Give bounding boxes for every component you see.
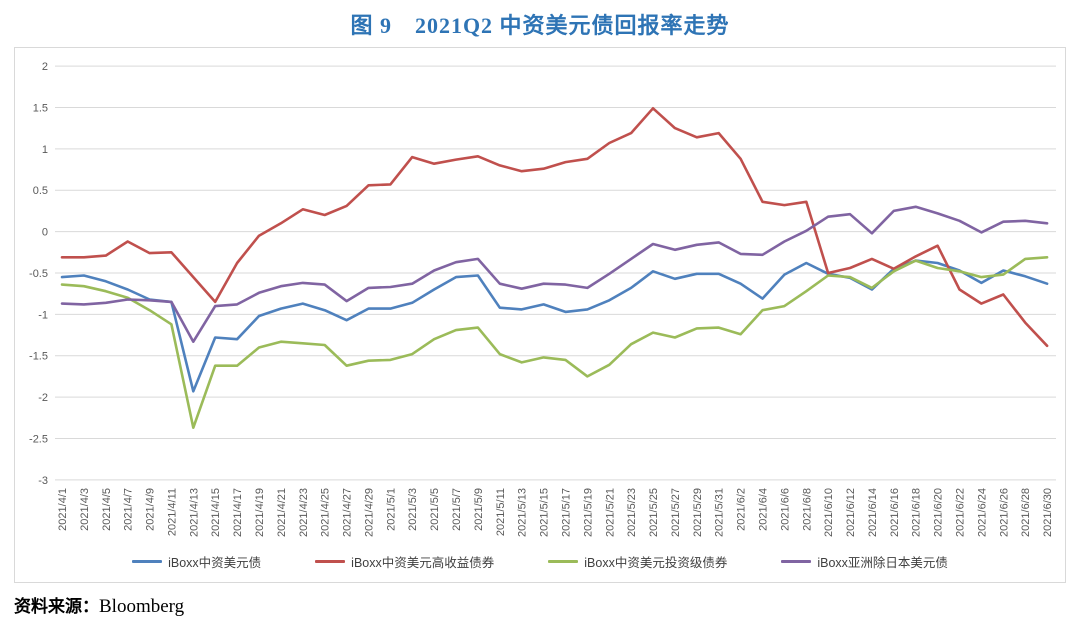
source-value: Bloomberg [99, 596, 185, 617]
x-tick-label: 2021/5/1 [385, 488, 397, 531]
x-tick-label: 2021/6/26 [998, 488, 1010, 537]
x-tick-label: 2021/5/31 [714, 488, 726, 537]
x-tick-label: 2021/6/24 [976, 488, 988, 537]
legend-line-marker-green [548, 560, 579, 563]
chart-area: 2 1.5 1 0.5 0 -0.5 -1 -1.5 -2 -2.5 -3 2021/4/1 2021/… [14, 47, 1066, 583]
y-tick-label: -3 [38, 475, 48, 487]
x-tick-label: 2021/5/9 [473, 488, 485, 531]
series-line-iBoxx中资美元高收益债券 [60, 106, 1049, 348]
x-tick-label: 2021/6/20 [933, 488, 945, 537]
x-tick-label: 2021/4/9 [145, 488, 157, 531]
x-tick-label: 2021/6/2 [736, 488, 748, 531]
y-tick-label: -2.5 [29, 434, 48, 446]
x-tick-label: 2021/6/14 [867, 488, 879, 537]
line-chart-canvas: 2 1.5 1 0.5 0 -0.5 -1 -1.5 -2 -2.5 -3 2021/4/1 2021/… [29, 61, 1056, 537]
x-tick-label: 2021/4/25 [320, 488, 332, 537]
source-line: 资料来源： Bloomberg [14, 592, 184, 622]
x-tick-label: 2021/5/27 [670, 488, 682, 537]
y-tick-label: 0.5 [33, 185, 48, 197]
legend-line-marker-blue [132, 560, 163, 563]
x-tick-label: 2021/6/4 [757, 488, 769, 531]
x-tick-label: 2021/6/28 [1020, 488, 1032, 537]
legend-item-asia-ex-japan: iBoxx亚洲除日本美元债 [781, 552, 948, 571]
x-tick-label: 2021/5/7 [451, 488, 463, 531]
x-tick-label: 2021/4/23 [298, 488, 310, 537]
figure-title: 图 9 2021Q2 中资美元债回报率走势 [350, 13, 730, 38]
legend-label: iBoxx亚洲除日本美元债 [817, 556, 948, 570]
series-line-iBoxx亚洲除日本美元债 [60, 205, 1049, 344]
x-tick-label: 2021/6/30 [1042, 488, 1054, 537]
source-label: 资料来源： [14, 597, 99, 616]
y-tick-label: -2 [38, 392, 48, 404]
x-tick-label: 2021/5/23 [626, 488, 638, 537]
x-tick-label: 2021/6/12 [845, 488, 857, 537]
x-tick-label: 2021/4/13 [188, 488, 200, 537]
y-tick-label: 1.5 [33, 102, 48, 114]
x-tick-label: 2021/5/17 [560, 488, 572, 537]
x-tick-label: 2021/6/10 [823, 488, 835, 537]
x-tick-label: 2021/5/25 [648, 488, 660, 537]
x-tick-label: 2021/4/11 [166, 488, 178, 536]
x-tick-label: 2021/4/21 [276, 488, 288, 537]
x-tick-label: 2021/5/21 [604, 488, 616, 537]
x-tick-label: 2021/6/22 [954, 488, 966, 537]
x-tick-label: 2021/4/29 [363, 488, 375, 537]
x-tick-label: 2021/5/29 [692, 488, 704, 537]
legend-label: iBoxx中资美元投资级债券 [584, 556, 728, 570]
legend-item-iboxx-cny-usd-bond: iBoxx中资美元债 [132, 552, 261, 571]
legend-label: iBoxx中资美元高收益债券 [351, 556, 495, 570]
x-tick-label: 2021/4/27 [342, 488, 354, 537]
y-tick-label: -1.5 [29, 351, 48, 363]
x-tick-label: 2021/5/13 [517, 488, 529, 537]
legend-label: iBoxx中资美元债 [168, 556, 262, 570]
y-tick-label: 2 [42, 61, 48, 73]
y-tick-label: 1 [42, 144, 48, 156]
x-tick-label: 2021/6/16 [889, 488, 901, 537]
x-tick-label: 2021/4/5 [101, 488, 113, 531]
x-tick-label: 2021/5/5 [429, 488, 441, 531]
x-tick-label: 2021/5/19 [582, 488, 594, 537]
y-tick-label: 0 [42, 227, 48, 239]
legend-item-high-yield: iBoxx中资美元高收益债券 [315, 552, 494, 571]
x-tick-label: 2021/4/15 [210, 488, 222, 537]
legend-line-marker-red [315, 560, 346, 563]
x-tick-label: 2021/4/3 [79, 488, 91, 531]
x-tick-label: 2021/4/19 [254, 488, 266, 537]
x-tick-label: 2021/6/6 [779, 488, 791, 531]
x-tick-label: 2021/4/17 [232, 488, 244, 537]
series-line-iBoxx中资美元投资级债券 [60, 256, 1049, 430]
legend-item-investment-grade: iBoxx中资美元投资级债券 [548, 552, 727, 571]
x-tick-label: 2021/4/7 [123, 488, 135, 531]
x-tick-label: 2021/6/18 [911, 488, 923, 537]
x-tick-label: 2021/5/15 [539, 488, 551, 537]
series-line-iBoxx中资美元债 [60, 259, 1049, 393]
x-tick-label: 2021/5/11 [495, 488, 507, 536]
legend-line-marker-purple [781, 560, 812, 563]
chart-legend: iBoxx中资美元债 iBoxx中资美元高收益债券 iBoxx中资美元投资级债券… [15, 552, 1065, 571]
x-tick-label: 2021/5/3 [407, 488, 419, 531]
y-tick-label: -0.5 [29, 268, 48, 280]
x-tick-label: 2021/4/1 [57, 488, 69, 531]
x-tick-label: 2021/6/8 [801, 488, 813, 531]
y-tick-label: -1 [38, 309, 48, 321]
